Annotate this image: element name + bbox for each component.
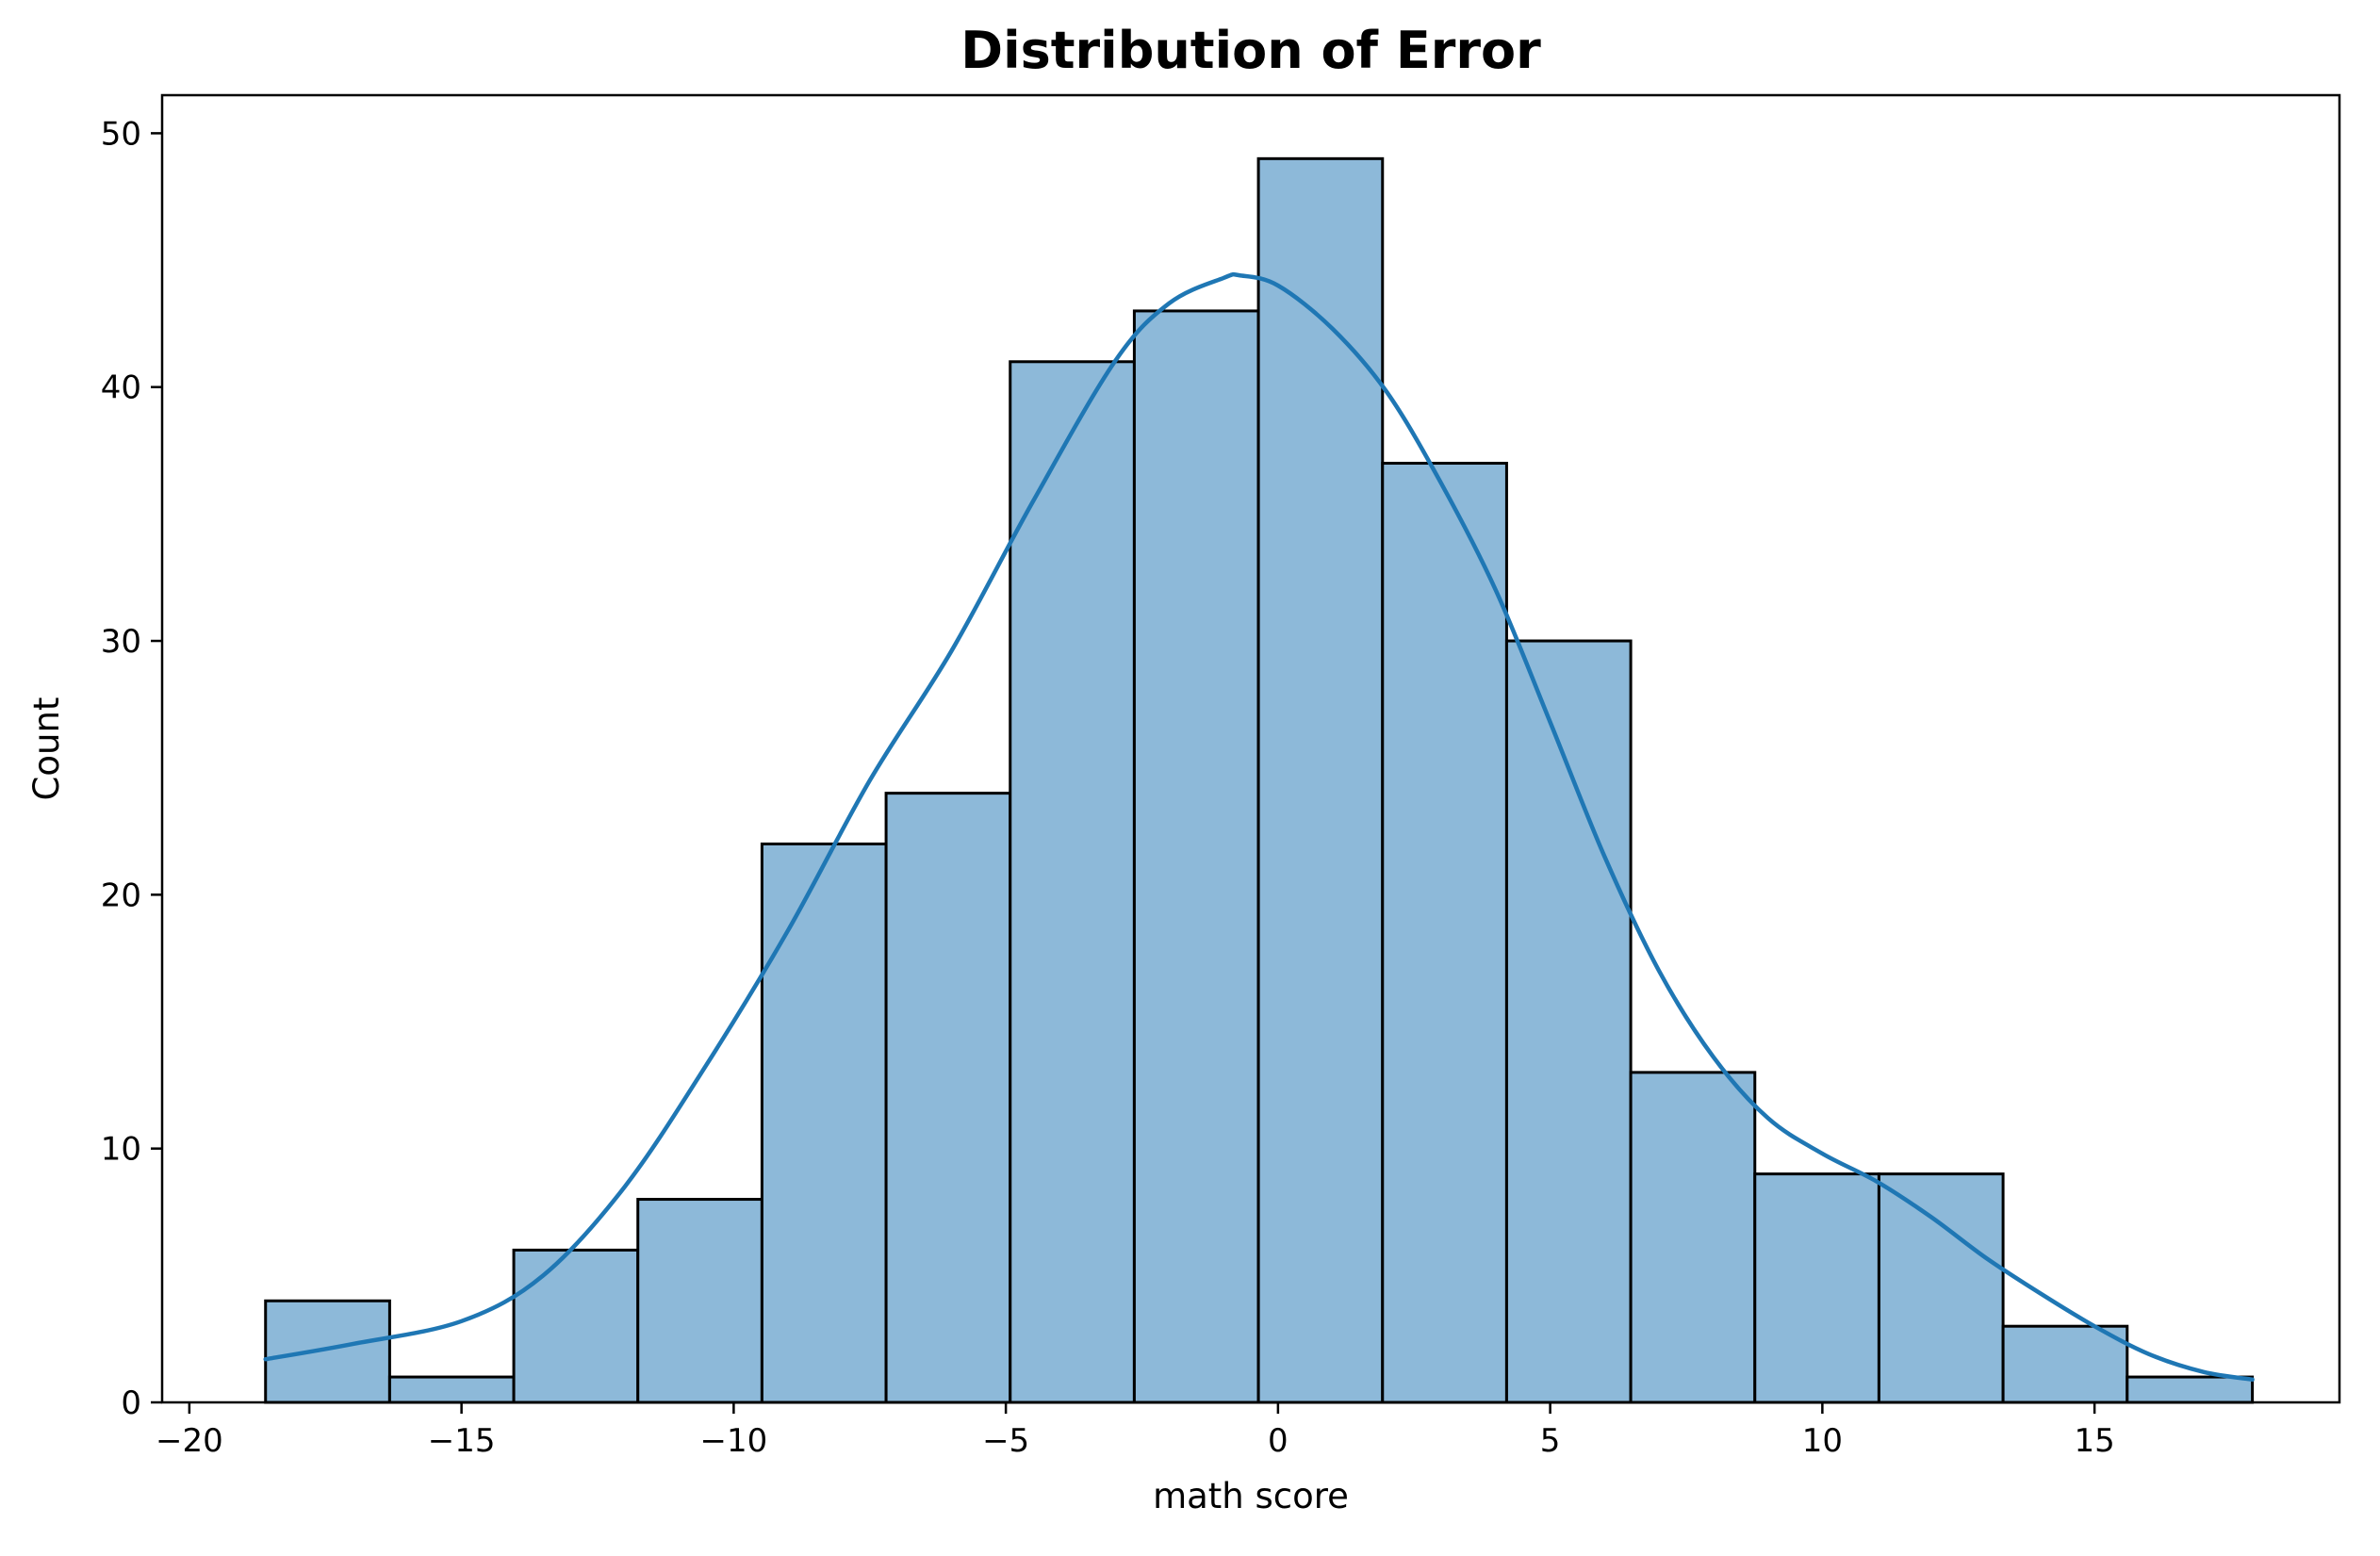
x-tick-label: −20 xyxy=(156,1422,223,1460)
histogram-bar xyxy=(1629,1071,1757,1404)
x-axis-label: math score xyxy=(1153,1476,1349,1516)
y-tick-label: 0 xyxy=(121,1384,141,1422)
histogram-bar xyxy=(512,1248,640,1404)
x-tick-label: 0 xyxy=(1268,1422,1288,1460)
y-tick-label: 30 xyxy=(101,623,141,661)
chart-title: Distribution of Error xyxy=(960,21,1541,80)
bars-group xyxy=(264,156,2255,1404)
histogram-bar xyxy=(760,842,888,1404)
histogram-bar xyxy=(264,1299,391,1404)
y-axis-ticks: 0 10 20 30 40 50 xyxy=(101,115,162,1422)
histogram-bar xyxy=(2126,1375,2255,1404)
y-tick-label: 40 xyxy=(101,369,141,407)
histogram-bar xyxy=(884,792,1012,1404)
x-axis-ticks: −20 −15 −10 −5 0 5 10 15 xyxy=(156,1402,2115,1460)
histogram-bar xyxy=(1009,360,1136,1404)
x-tick-label: −10 xyxy=(699,1422,767,1460)
x-tick-label: 15 xyxy=(2074,1422,2114,1460)
x-tick-label: 5 xyxy=(1540,1422,1561,1460)
kde-group xyxy=(263,271,2255,1383)
y-axis-label: Count xyxy=(26,697,67,801)
y-tick-label: 50 xyxy=(101,115,141,153)
histogram-bar xyxy=(387,1375,516,1404)
x-tick-label: −5 xyxy=(982,1422,1029,1460)
histogram-bar xyxy=(1504,639,1633,1404)
histogram-bar xyxy=(636,1198,763,1404)
histogram-bar xyxy=(2001,1324,2129,1404)
kde-line xyxy=(263,271,2255,1383)
histogram-bar xyxy=(1381,462,1508,1404)
histogram-bar xyxy=(1256,156,1385,1404)
histogram-bar xyxy=(1877,1172,2005,1404)
x-tick-label: 10 xyxy=(1802,1422,1843,1460)
histogram-bar xyxy=(1753,1172,1880,1404)
histogram-bar xyxy=(1132,309,1260,1404)
y-tick-label: 10 xyxy=(101,1131,141,1169)
plot-frame xyxy=(160,93,2341,1404)
y-tick-label: 20 xyxy=(101,876,141,914)
x-tick-label: −15 xyxy=(428,1422,496,1460)
